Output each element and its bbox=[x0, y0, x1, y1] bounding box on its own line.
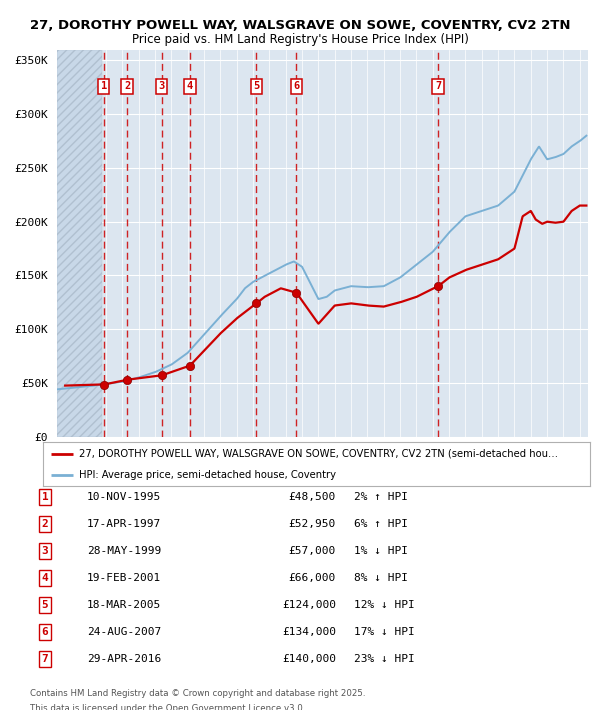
Text: 8% ↓ HPI: 8% ↓ HPI bbox=[354, 573, 408, 583]
Text: Contains HM Land Registry data © Crown copyright and database right 2025.: Contains HM Land Registry data © Crown c… bbox=[30, 689, 365, 699]
Text: 6: 6 bbox=[41, 627, 49, 637]
Text: 28-MAY-1999: 28-MAY-1999 bbox=[87, 546, 161, 556]
Text: 27, DOROTHY POWELL WAY, WALSGRAVE ON SOWE, COVENTRY, CV2 2TN: 27, DOROTHY POWELL WAY, WALSGRAVE ON SOW… bbox=[30, 19, 570, 33]
Text: £48,500: £48,500 bbox=[289, 492, 336, 502]
Text: This data is licensed under the Open Government Licence v3.0.: This data is licensed under the Open Gov… bbox=[30, 704, 305, 710]
Text: 18-MAR-2005: 18-MAR-2005 bbox=[87, 600, 161, 610]
Text: 2: 2 bbox=[124, 81, 130, 92]
Text: 1: 1 bbox=[41, 492, 49, 502]
Text: £57,000: £57,000 bbox=[289, 546, 336, 556]
Text: 23% ↓ HPI: 23% ↓ HPI bbox=[354, 654, 415, 664]
Text: 5: 5 bbox=[41, 600, 49, 610]
Text: £124,000: £124,000 bbox=[282, 600, 336, 610]
Text: 4: 4 bbox=[41, 573, 49, 583]
Text: 17% ↓ HPI: 17% ↓ HPI bbox=[354, 627, 415, 637]
Text: 3: 3 bbox=[158, 81, 165, 92]
Text: 24-AUG-2007: 24-AUG-2007 bbox=[87, 627, 161, 637]
Text: £66,000: £66,000 bbox=[289, 573, 336, 583]
Text: £134,000: £134,000 bbox=[282, 627, 336, 637]
Text: 7: 7 bbox=[41, 654, 49, 664]
Text: 1: 1 bbox=[101, 81, 107, 92]
Text: 27, DOROTHY POWELL WAY, WALSGRAVE ON SOWE, COVENTRY, CV2 2TN (semi-detached hou…: 27, DOROTHY POWELL WAY, WALSGRAVE ON SOW… bbox=[79, 449, 558, 459]
Text: 1% ↓ HPI: 1% ↓ HPI bbox=[354, 546, 408, 556]
Text: £140,000: £140,000 bbox=[282, 654, 336, 664]
Text: 4: 4 bbox=[187, 81, 193, 92]
Text: 19-FEB-2001: 19-FEB-2001 bbox=[87, 573, 161, 583]
Text: 29-APR-2016: 29-APR-2016 bbox=[87, 654, 161, 664]
Text: 17-APR-1997: 17-APR-1997 bbox=[87, 519, 161, 529]
Text: 7: 7 bbox=[435, 81, 442, 92]
Text: Price paid vs. HM Land Registry's House Price Index (HPI): Price paid vs. HM Land Registry's House … bbox=[131, 33, 469, 45]
Text: 12% ↓ HPI: 12% ↓ HPI bbox=[354, 600, 415, 610]
Text: HPI: Average price, semi-detached house, Coventry: HPI: Average price, semi-detached house,… bbox=[79, 470, 336, 480]
Text: 5: 5 bbox=[253, 81, 260, 92]
Text: 2% ↑ HPI: 2% ↑ HPI bbox=[354, 492, 408, 502]
Text: 3: 3 bbox=[41, 546, 49, 556]
Text: 10-NOV-1995: 10-NOV-1995 bbox=[87, 492, 161, 502]
Text: 2: 2 bbox=[41, 519, 49, 529]
Bar bbox=[57, 50, 102, 437]
Text: 6% ↑ HPI: 6% ↑ HPI bbox=[354, 519, 408, 529]
Text: 6: 6 bbox=[293, 81, 299, 92]
Text: £52,950: £52,950 bbox=[289, 519, 336, 529]
